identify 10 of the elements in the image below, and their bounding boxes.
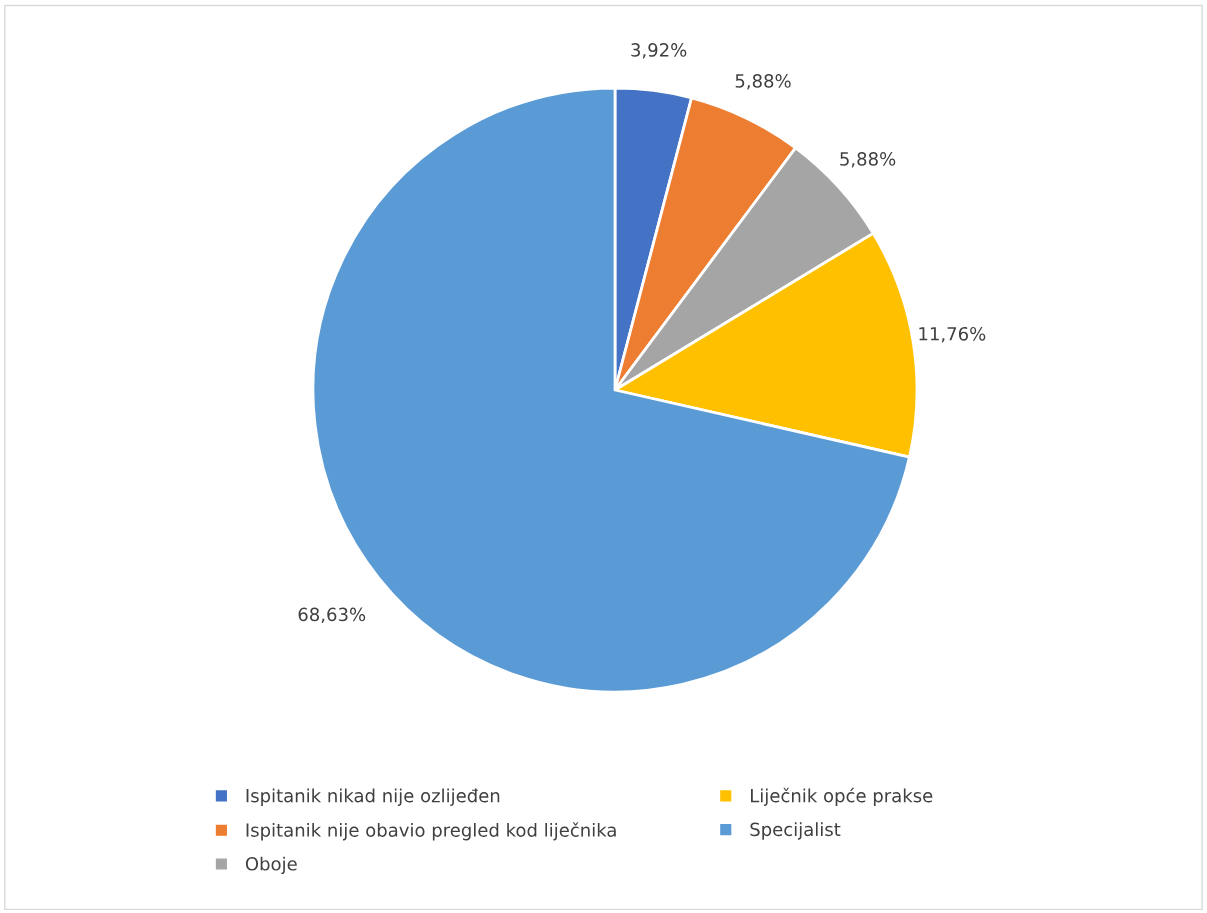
data-label: 68,63% — [298, 607, 366, 624]
data-label: 5,88% — [735, 74, 791, 90]
legend-label: Oboje — [245, 856, 297, 875]
legend-label: Specijalist — [750, 822, 841, 840]
data-label: 5,88% — [840, 152, 896, 168]
legend-label: Liječnik opće prakse — [751, 787, 933, 806]
data-label: 11,76% — [919, 326, 986, 343]
legend-label: Ispitanik nikad nije ozlijeđen — [246, 788, 500, 806]
legend-label: Ispitanik nije obavio pregled kod liječnika — [246, 822, 616, 841]
data-label: 3,92% — [631, 43, 687, 59]
